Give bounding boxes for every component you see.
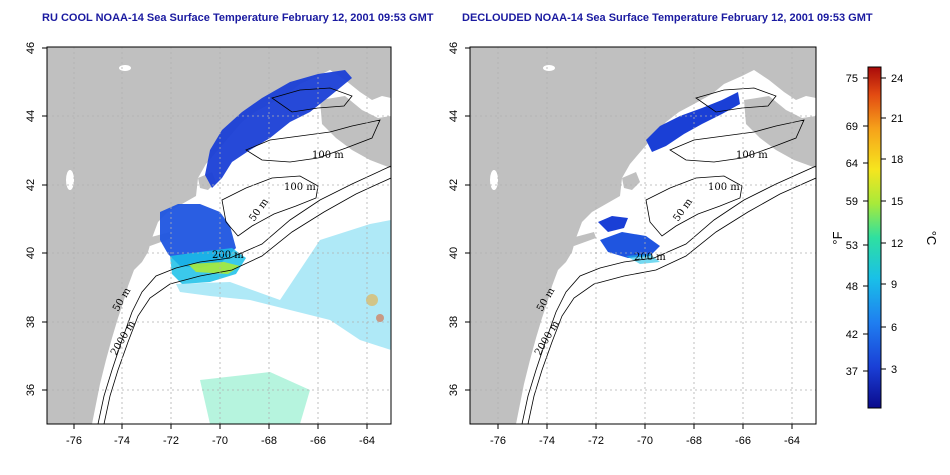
isobath-contour — [245, 119, 381, 163]
lake — [543, 65, 555, 71]
temperature-colorbar: 75 69 64 59 53 48 42 37 24 21 18 15 12 9… — [830, 66, 939, 409]
sst-cold-water-south — [598, 216, 628, 232]
lake — [119, 65, 131, 71]
y-tick-label: 46 — [25, 42, 37, 54]
x-tick-label: -64 — [784, 435, 800, 447]
x-tick-label: -72 — [163, 435, 179, 447]
celsius-tick: 18 — [891, 154, 903, 166]
lake — [490, 170, 498, 190]
cape-cod — [622, 172, 640, 190]
y-tick-label: 40 — [448, 247, 460, 259]
sst-warm-patch — [376, 314, 384, 322]
celsius-tick: 21 — [891, 113, 903, 125]
celsius-tick: 3 — [891, 364, 897, 376]
celsius-tick: 9 — [891, 279, 897, 291]
land-mass — [47, 47, 391, 424]
sst-mid-water — [626, 254, 660, 264]
depth-label: 100 m — [284, 182, 316, 193]
axis-ticks — [42, 47, 368, 429]
fahrenheit-tick: 48 — [846, 281, 858, 293]
land-maritimes — [320, 96, 391, 168]
sst-cold-water-gulf-of-maine — [646, 92, 740, 152]
isobath-contour — [521, 165, 816, 424]
fahrenheit-unit-label: °F — [830, 231, 845, 244]
x-tick-label: -76 — [490, 435, 506, 447]
panel-title-declouded: DECLOUDED NOAA-14 Sea Surface Temperatur… — [462, 12, 873, 24]
grid-lines — [47, 47, 391, 424]
x-tick-label: -70 — [212, 435, 228, 447]
y-tick-label: 44 — [25, 110, 37, 122]
celsius-unit-label: °C — [924, 231, 939, 246]
fahrenheit-tick: 69 — [846, 121, 858, 133]
y-tick-label: 36 — [448, 384, 460, 396]
x-tick-label: -72 — [588, 435, 604, 447]
y-tick-label: 42 — [448, 179, 460, 191]
colorbar-gradient — [867, 66, 882, 409]
x-tick-label: -68 — [686, 435, 702, 447]
x-tick-label: -76 — [66, 435, 82, 447]
map-frame — [46, 46, 392, 425]
x-tick-label: -66 — [310, 435, 326, 447]
land-maritimes — [744, 96, 816, 168]
fahrenheit-tick: 37 — [846, 366, 858, 378]
isobath-contour — [669, 119, 805, 163]
axis-ticks — [465, 47, 793, 429]
y-tick-label: 36 — [25, 384, 37, 396]
isobath-contour — [221, 175, 319, 237]
isobath-contour — [527, 177, 816, 424]
isobath-contour — [97, 165, 391, 424]
isobath-contour — [271, 87, 353, 113]
depth-label: 200 m — [634, 252, 666, 263]
fahrenheit-tick: 53 — [846, 240, 858, 252]
isobath-contour — [103, 177, 391, 424]
sst-scattered-south — [200, 372, 310, 424]
panel-title-raw: RU COOL NOAA-14 Sea Surface Temperature … — [42, 12, 434, 24]
fahrenheit-tick: 64 — [846, 158, 858, 170]
sst-scattered-pixels — [176, 220, 391, 350]
x-tick-label: -74 — [114, 435, 130, 447]
map-panel-raw: 100 m 100 m 50 m 200 m 50 m 2000 m — [25, 42, 392, 447]
x-tick-label: -64 — [359, 435, 375, 447]
depth-label: 100 m — [736, 150, 768, 161]
map-frame — [469, 46, 817, 425]
fahrenheit-tick: 59 — [846, 196, 858, 208]
depth-label: 100 m — [708, 182, 740, 193]
isobath-contour — [645, 175, 743, 237]
x-tick-label: -70 — [637, 435, 653, 447]
y-tick-label: 46 — [448, 42, 460, 54]
depth-label: 100 m — [312, 150, 344, 161]
y-tick-label: 44 — [448, 110, 460, 122]
sst-cold-water-gulf-of-maine — [205, 70, 352, 188]
x-tick-label: -68 — [261, 435, 277, 447]
x-tick-label: -66 — [735, 435, 751, 447]
isobath-contour — [695, 87, 777, 113]
y-tick-label: 38 — [448, 316, 460, 328]
y-tick-label: 38 — [25, 316, 37, 328]
y-tick-label: 42 — [25, 179, 37, 191]
fahrenheit-tick: 42 — [846, 329, 858, 341]
sst-warm-patch — [366, 294, 378, 306]
land-mass — [470, 47, 816, 424]
celsius-tick: 12 — [891, 238, 903, 250]
map-panel-declouded: 100 m 100 m 50 m 200 m 50 m 2000 m — [448, 42, 817, 447]
celsius-tick: 15 — [891, 196, 903, 208]
y-tick-label: 40 — [25, 247, 37, 259]
lake — [66, 170, 74, 190]
x-tick-label: -74 — [539, 435, 555, 447]
fahrenheit-tick: 75 — [846, 73, 858, 85]
long-island — [564, 232, 596, 246]
depth-label: 200 m — [212, 250, 244, 261]
celsius-tick: 6 — [891, 322, 897, 334]
colorbar-ticks — [863, 77, 886, 372]
celsius-tick: 24 — [891, 73, 903, 85]
